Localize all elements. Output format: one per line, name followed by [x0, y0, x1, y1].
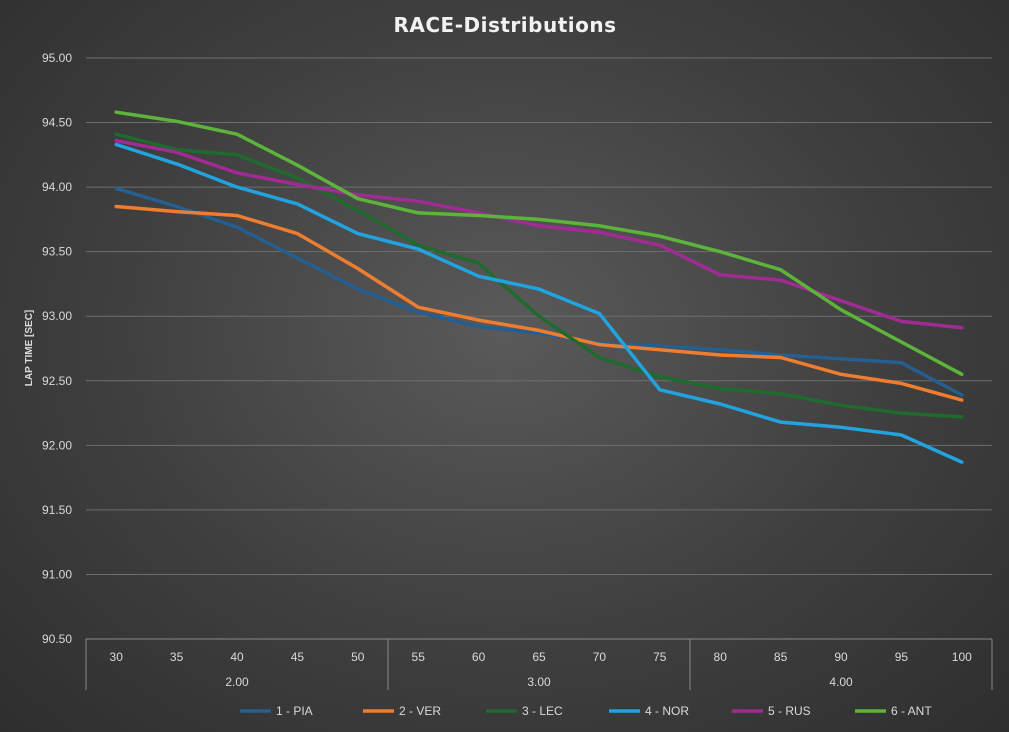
series-lines — [114, 110, 964, 464]
y-tick-label: 94.00 — [42, 180, 72, 194]
x-tick-label: 80 — [714, 650, 728, 664]
series-line-5-rus — [114, 138, 964, 330]
y-tick-label: 93.50 — [42, 245, 72, 259]
legend-item[interactable]: 3 - LEC — [486, 704, 563, 718]
y-tick-label: 90.50 — [42, 632, 72, 646]
x-tick-label: 95 — [895, 650, 909, 664]
legend-label: 1 - PIA — [276, 704, 313, 718]
legend-item[interactable]: 2 - VER — [363, 704, 441, 718]
y-tick-label: 93.00 — [42, 309, 72, 323]
x-tick-label: 90 — [834, 650, 848, 664]
legend-label: 2 - VER — [399, 704, 441, 718]
x-tick-label: 75 — [653, 650, 667, 664]
x-group-label: 3.00 — [527, 675, 551, 689]
x-tick-label: 100 — [952, 650, 972, 664]
x-tick-label: 45 — [291, 650, 305, 664]
y-tick-label: 91.00 — [42, 567, 72, 581]
y-tick-label: 92.50 — [42, 374, 72, 388]
series-line-3-lec — [114, 132, 964, 419]
legend-label: 3 - LEC — [522, 704, 563, 718]
x-tick-label: 65 — [532, 650, 546, 664]
x-tick-label: 35 — [170, 650, 184, 664]
x-axis: 30 35 40 45 50 55 60 65 70 75 80 85 90 95 100 2.00 3.00 4… — [85, 638, 993, 690]
legend-label: 5 - RUS — [768, 704, 811, 718]
x-tick-label: 55 — [412, 650, 426, 664]
y-axis-ticks: 90.50 91.00 91.50 92.00 92.50 93.00 93.50 94.00… — [42, 51, 72, 646]
legend-item[interactable]: 4 - NOR — [609, 704, 689, 718]
x-group-label: 2.00 — [225, 675, 249, 689]
series-line-2-ver — [114, 204, 964, 402]
legend-label: 6 - ANT — [891, 704, 932, 718]
legend-label: 4 - NOR — [645, 704, 689, 718]
y-tick-label: 95.00 — [42, 51, 72, 65]
y-axis-label: LAP TIME [SEC] — [24, 310, 35, 386]
x-tick-label: 30 — [110, 650, 124, 664]
x-tick-label: 85 — [774, 650, 788, 664]
x-tick-label: 40 — [230, 650, 244, 664]
legend-item[interactable]: 6 - ANT — [855, 704, 932, 718]
y-tick-label: 92.00 — [42, 438, 72, 452]
y-tick-label: 94.50 — [42, 116, 72, 130]
chart-title: RACE-Distributions — [393, 13, 616, 37]
grid-lines — [86, 57, 992, 640]
x-tick-label: 50 — [351, 650, 365, 664]
series-line-4-nor — [114, 142, 964, 464]
y-tick-label: 91.50 — [42, 503, 72, 517]
legend[interactable]: 1 - PIA 2 - VER 3 - LEC 4 - NOR 5 - RUS 6 - A… — [240, 704, 932, 718]
x-tick-label: 70 — [593, 650, 607, 664]
x-group-label: 4.00 — [829, 675, 853, 689]
series-line-1-pia — [114, 186, 964, 397]
legend-item[interactable]: 5 - RUS — [732, 704, 811, 718]
x-tick-label: 60 — [472, 650, 486, 664]
legend-item[interactable]: 1 - PIA — [240, 704, 313, 718]
series-line-6-ant — [114, 110, 964, 377]
